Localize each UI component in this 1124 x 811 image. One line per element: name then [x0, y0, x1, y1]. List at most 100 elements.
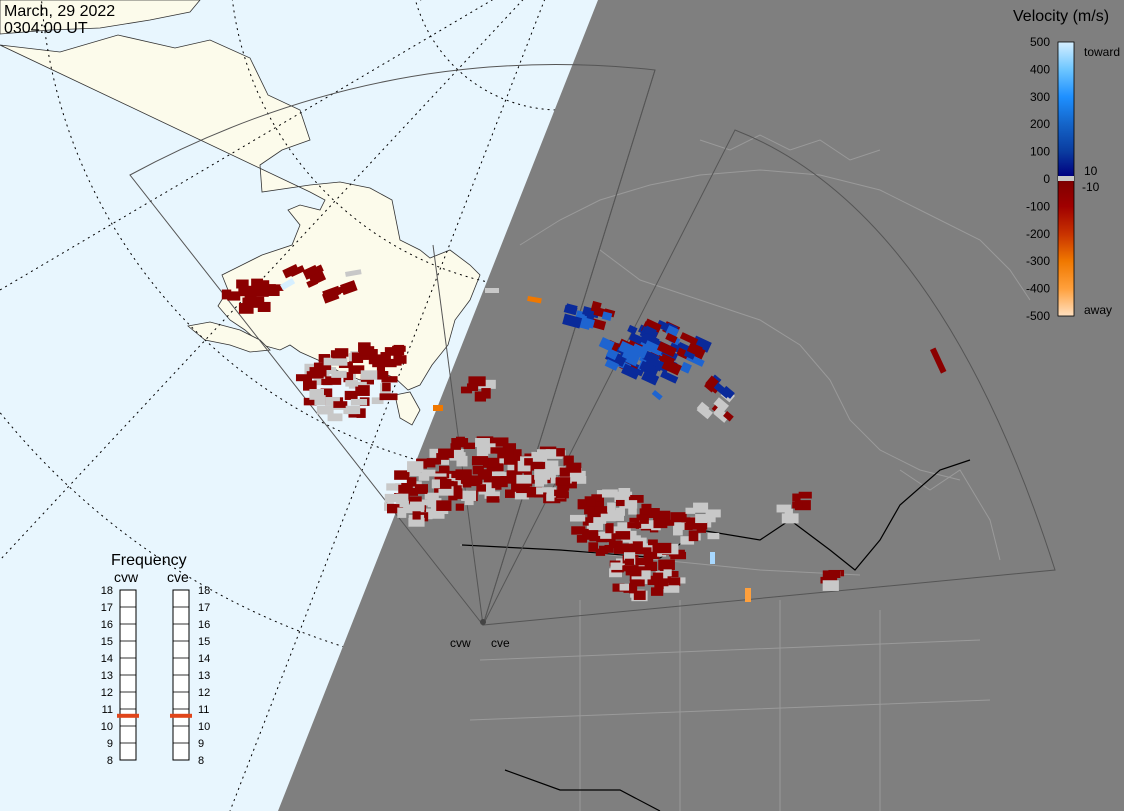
scatter-cell: [238, 303, 254, 314]
scatter-cell: [613, 546, 629, 554]
scatter-cell: [569, 514, 586, 522]
scatter-cell: [684, 522, 693, 530]
scatter-cell: [236, 279, 249, 289]
scatter-cell: [401, 482, 413, 490]
scatter-cell: [653, 518, 668, 529]
scatter-cell: [633, 537, 647, 544]
scatter-cell: [455, 503, 464, 511]
scatter-cell: [257, 301, 271, 312]
scatter-cell: [599, 545, 609, 554]
scatter-cell: [505, 489, 516, 498]
scatter-cell: [544, 468, 556, 478]
scatter-cell: [656, 341, 677, 358]
colorbar-tick-label: 400: [1030, 62, 1050, 76]
scatter-cell: [372, 357, 385, 368]
scatter-cell: [461, 490, 477, 501]
scatter-cell: [615, 507, 625, 516]
scatter-cell: [628, 332, 644, 345]
scatter-cell: [615, 499, 625, 507]
beam-line: [432, 244, 484, 626]
scatter-cell: [534, 469, 551, 480]
colorbar-negative-threshold: -10: [1082, 180, 1100, 194]
scatter-cell: [652, 572, 664, 584]
scatter-cell: [641, 332, 660, 348]
scatter-cell: [930, 347, 947, 374]
colorbar-tick-label: -300: [1026, 254, 1050, 268]
scatter-cell: [627, 324, 638, 335]
scatter-cell: [555, 477, 571, 486]
scatter-cell: [643, 550, 660, 560]
scatter-cell: [477, 443, 496, 454]
arctic-islands-outline: [699, 134, 881, 161]
scatter-cell: [653, 542, 672, 554]
scatter-cell: [384, 493, 403, 503]
scatter-cell: [424, 459, 436, 468]
colorbar-title: Velocity (m/s): [1013, 8, 1109, 25]
scatter-cell: [685, 507, 696, 514]
scatter-cell: [644, 508, 660, 516]
scatter-cell: [313, 362, 332, 370]
frequency-axis-label: 14: [198, 653, 210, 665]
scatter-cell: [577, 499, 586, 510]
scatter-cell: [484, 491, 500, 499]
scatter-cell: [619, 500, 638, 509]
coastal-island: [394, 391, 421, 426]
scatter-cell: [680, 361, 692, 374]
frequency-axis-label: 14: [101, 653, 113, 665]
colorbar-tick-label: -400: [1026, 282, 1050, 296]
dayside-landmass: [0, 0, 481, 426]
scatter-cell: [556, 448, 565, 457]
scatter-cell: [644, 561, 658, 572]
scatter-cell: [451, 488, 463, 499]
scatter-cell: [309, 367, 327, 377]
scatter-cell: [589, 533, 599, 542]
scatter-cell: [820, 576, 838, 584]
scatter-cell: [641, 370, 660, 386]
scatter-cell: [686, 517, 704, 525]
scatter-cell: [792, 493, 801, 502]
scatter-cell: [707, 532, 720, 540]
scatter-cell: [331, 370, 347, 378]
scatter-cell: [377, 371, 389, 380]
scatter-cell: [723, 411, 734, 422]
scatter-cell: [497, 449, 515, 459]
scatter-cell: [482, 457, 500, 468]
scatter-cell: [622, 543, 636, 554]
scatter-cell: [500, 476, 515, 484]
scatter-cell: [360, 370, 378, 380]
scatter-cell: [380, 352, 391, 360]
scatter-cell: [639, 360, 657, 375]
scatter-cell: [490, 437, 509, 447]
scatter-cell: [397, 507, 407, 518]
scatter-cell: [436, 500, 452, 511]
frequency-axis-label: 11: [102, 704, 113, 716]
scatter-cell: [565, 467, 582, 479]
scatter-cell: [356, 408, 366, 418]
frequency-axis-label: 17: [101, 602, 113, 614]
scatter-cell: [387, 503, 403, 514]
scatter-cell: [668, 577, 681, 587]
scatter-cell: [490, 447, 506, 454]
scatter-cell: [586, 499, 596, 509]
scatter-cell: [610, 562, 623, 570]
scatter-cell: [406, 477, 417, 487]
scatter-cell: [421, 469, 436, 477]
scatter-cell: [303, 397, 317, 406]
scatter-cell: [624, 558, 635, 565]
scatter-cell: [665, 519, 675, 526]
scatter-cell: [503, 454, 518, 465]
longitude-line: [0, 0, 494, 291]
scatter-cell: [439, 457, 450, 465]
scatter-cell: [253, 288, 269, 297]
scatter-cell: [696, 403, 714, 420]
scatter-cell: [582, 517, 594, 526]
scatter-cell: [440, 466, 450, 474]
frequency-axis-label: 16: [198, 619, 210, 631]
scatter-cell: [776, 504, 791, 513]
scatter-cell: [418, 472, 430, 481]
scatter-cell: [429, 448, 441, 458]
scatter-cell: [598, 336, 615, 352]
scatter-cell: [588, 522, 604, 531]
scatter-cell: [665, 332, 678, 344]
scatter-cell: [407, 461, 424, 473]
